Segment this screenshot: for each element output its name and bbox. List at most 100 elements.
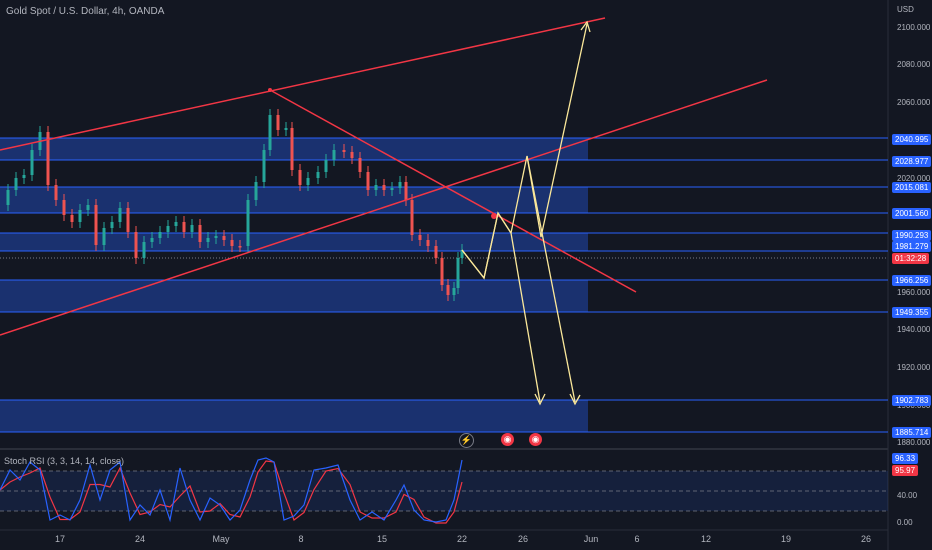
candle-body [324, 160, 328, 172]
candle-body [94, 205, 98, 245]
candle-body [30, 150, 34, 175]
candle-body [262, 150, 266, 182]
candle-body [358, 158, 362, 172]
time-tick: 15 [376, 534, 388, 544]
us-flag-icon[interactable]: ◉ [501, 433, 514, 446]
candle-body [332, 150, 336, 160]
candle-body [190, 225, 194, 232]
arrowhead-icon [580, 20, 591, 33]
us-flag-icon[interactable]: ◉ [529, 433, 542, 446]
trendline-upper [0, 17, 606, 151]
candle-body [440, 258, 444, 285]
stoch-d-value: 95.97 [892, 465, 919, 476]
projection-bearish-b [526, 155, 576, 403]
time-tick: May [212, 534, 230, 544]
stoch-rsi-d-line [0, 460, 463, 524]
time-tick: 26 [860, 534, 872, 544]
level-tag[interactable]: 1902.783 [892, 395, 932, 406]
candle-body [284, 128, 288, 130]
candle-body [198, 225, 202, 242]
lightning-icon[interactable]: ⚡ [459, 433, 474, 448]
trendline-descending [269, 89, 637, 293]
support-resistance-zone [0, 187, 588, 213]
arrowhead-icon [569, 393, 581, 406]
support-resistance-zone [0, 233, 588, 251]
level-tag[interactable]: 2028.977 [892, 156, 932, 167]
level-tag[interactable]: 2040.995 [892, 134, 932, 145]
candle-body [390, 188, 394, 190]
level-tag[interactable]: 1981.279 [892, 241, 932, 252]
candle-body [70, 215, 74, 222]
support-resistance-zone [0, 280, 588, 312]
candle-body [78, 210, 82, 222]
candle-body [62, 200, 66, 215]
candle-body [246, 200, 250, 246]
countdown-tag: 01:32:28 [892, 253, 930, 264]
price-tick: 1880.000 [897, 438, 931, 447]
level-tag[interactable]: 1966.256 [892, 275, 932, 286]
candle-body [456, 258, 460, 288]
candle-body [404, 182, 408, 200]
price-tick: 1940.000 [897, 325, 931, 334]
candle-body [418, 235, 422, 240]
candle-body [290, 128, 294, 170]
candle-body [54, 185, 58, 200]
candle-body [206, 238, 210, 242]
candle-body [158, 232, 162, 238]
candle-body [306, 178, 310, 185]
candle-body [298, 170, 302, 185]
price-tick: 2020.000 [897, 174, 931, 183]
candle-body [254, 182, 258, 200]
time-tick: 26 [517, 534, 529, 544]
candle-body [452, 288, 456, 295]
candle-body [230, 240, 234, 246]
candle-body [86, 205, 90, 210]
stoch-rsi-k-line [0, 457, 463, 523]
level-tag[interactable]: 2015.081 [892, 182, 932, 193]
stoch-rsi-title: Stoch RSI (3, 3, 14, 14, close) [4, 456, 125, 466]
time-tick: 6 [634, 534, 640, 544]
rsi-tick: 0.00 [897, 518, 913, 527]
candle-body [166, 226, 170, 232]
support-resistance-zone [0, 400, 588, 432]
level-tag[interactable]: 2001.560 [892, 208, 932, 219]
candle-body [14, 178, 18, 190]
symbol-title: Gold Spot / U.S. Dollar, 4h, OANDA [6, 6, 165, 17]
candle-body [134, 232, 138, 258]
trendline-lower [0, 79, 768, 336]
level-tag[interactable]: 1949.355 [892, 307, 932, 318]
candle-body [110, 222, 114, 228]
currency-label: USD [897, 5, 914, 14]
rsi-tick: 40.00 [897, 491, 918, 500]
candle-body [174, 222, 178, 226]
candle-body [426, 240, 430, 246]
level-tag[interactable]: 1885.714 [892, 427, 932, 438]
candle-body [434, 246, 438, 258]
candle-body [102, 228, 106, 245]
time-tick: 17 [54, 534, 66, 544]
price-tick: 2060.000 [897, 98, 931, 107]
candle-body [398, 182, 402, 188]
time-tick: 24 [134, 534, 146, 544]
arrowhead-icon [534, 393, 546, 406]
candle-body [182, 222, 186, 232]
projection-bearish-a [461, 211, 541, 403]
candle-body [22, 175, 26, 178]
stoch-k-value: 96.33 [892, 453, 919, 464]
level-tag[interactable]: 1990.293 [892, 230, 932, 241]
candle-body [142, 242, 146, 258]
candle-body [214, 236, 218, 238]
candle-body [150, 238, 154, 242]
candle-body [268, 115, 272, 150]
candle-body [350, 152, 354, 158]
candle-body [316, 172, 320, 178]
candle-body [46, 132, 50, 185]
time-tick: 19 [780, 534, 792, 544]
candle-body [126, 208, 130, 232]
candle-body [276, 115, 280, 130]
candle-body [6, 190, 10, 205]
candle-body [366, 172, 370, 190]
price-tick: 2100.000 [897, 23, 931, 32]
